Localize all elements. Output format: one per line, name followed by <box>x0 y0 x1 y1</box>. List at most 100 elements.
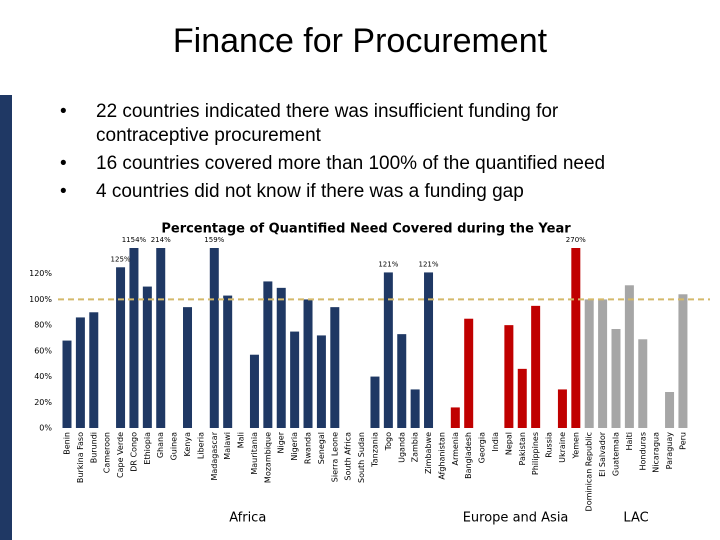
chart-title: Percentage of Quantified Need Covered du… <box>161 222 571 237</box>
y-tick-label: 100% <box>29 295 52 304</box>
x-tick-label: Zimbabwe <box>424 432 433 474</box>
x-tick-label: Ethiopia <box>143 432 152 465</box>
x-tick-label: Nicaragua <box>652 432 661 473</box>
legend-label: Europe and Asia <box>463 511 569 526</box>
x-tick-label: Niger <box>277 431 286 453</box>
x-tick-label: Benin <box>63 432 72 455</box>
bar <box>584 299 594 428</box>
plot-area <box>62 248 688 428</box>
x-tick-label: Philippines <box>531 432 540 475</box>
bar <box>75 317 85 428</box>
x-tick-label: DR Congo <box>129 432 138 472</box>
y-tick-label: 20% <box>34 398 52 407</box>
x-tick-label: Ukraine <box>558 432 567 463</box>
bar <box>571 248 581 428</box>
bar <box>116 267 126 428</box>
bar <box>665 392 675 428</box>
bar <box>156 248 166 428</box>
value-label: 159% <box>204 236 224 244</box>
bar <box>450 407 460 428</box>
bar <box>303 299 313 428</box>
bar <box>223 295 233 428</box>
x-tick-label: Nepal <box>504 432 513 455</box>
x-tick-label: Paraguay <box>665 432 674 470</box>
x-tick-label: Yemen <box>571 432 580 460</box>
bar <box>383 272 393 428</box>
value-label: 121% <box>378 260 398 268</box>
bar <box>370 376 380 428</box>
bar <box>611 329 621 428</box>
x-tick-label: Sierra Leone <box>330 432 339 482</box>
value-label: 270% <box>566 236 586 244</box>
x-tick-label: Dominican Republic <box>585 432 594 511</box>
side-bar <box>0 95 12 540</box>
x-tick-label: Rwanda <box>304 432 313 464</box>
y-tick-label: 80% <box>34 321 52 330</box>
x-tick-label: South Sudan <box>357 432 366 483</box>
bar <box>517 368 527 428</box>
bar <box>263 281 273 428</box>
x-tick-label: Guatemala <box>611 432 620 476</box>
bar <box>183 307 193 428</box>
y-tick-label: 0% <box>39 424 52 433</box>
bar <box>62 340 72 428</box>
bar <box>424 272 434 428</box>
value-label: 214% <box>151 236 171 244</box>
x-tick-label: El Salvador <box>598 431 607 477</box>
bar <box>624 285 634 428</box>
bar <box>598 299 608 428</box>
y-tick-label: 40% <box>34 372 52 381</box>
x-tick-label: India <box>491 432 500 452</box>
value-label: 1154% <box>122 236 147 244</box>
x-tick-label: Nigeria <box>290 432 299 461</box>
x-tick-label: Pakistan <box>518 432 527 466</box>
bar <box>531 305 541 428</box>
bar <box>249 354 259 428</box>
x-tick-label: Togo <box>384 432 393 452</box>
bar <box>638 339 648 428</box>
y-tick-label: 60% <box>34 346 52 355</box>
x-tick-label: Senegal <box>317 432 326 464</box>
bar <box>464 318 474 428</box>
bar <box>316 335 326 428</box>
x-tick-label: Cameroon <box>103 432 112 473</box>
value-label: 125% <box>111 255 131 263</box>
x-tick-label: Georgia <box>478 432 487 463</box>
legend-label: LAC <box>623 511 648 526</box>
x-tick-label: Guinea <box>170 432 179 460</box>
x-tick-label: Ghana <box>156 432 165 458</box>
bar <box>290 331 300 428</box>
x-tick-label: Mali <box>237 432 246 448</box>
x-tick-label: Uganda <box>397 432 406 463</box>
bar <box>276 287 286 428</box>
bar <box>129 248 139 428</box>
legend-label: Africa <box>229 511 266 526</box>
x-tick-label: Zambia <box>411 432 420 462</box>
x-tick-label: Haiti <box>625 432 634 451</box>
x-tick-label: Kenya <box>183 432 192 457</box>
x-tick-label: Burundi <box>89 432 98 463</box>
bar <box>504 325 514 428</box>
bar <box>330 307 340 428</box>
bar <box>678 294 688 428</box>
x-tick-label: Madagascar <box>210 431 219 480</box>
x-tick-label: South Africa <box>344 432 353 481</box>
value-label: 121% <box>419 260 439 268</box>
x-tick-label: Honduras <box>638 432 647 471</box>
bar <box>142 286 152 428</box>
x-tick-label: Mauritania <box>250 432 259 475</box>
x-tick-label: Russia <box>545 432 554 458</box>
x-tick-label: Mozambique <box>263 432 272 483</box>
bar <box>397 334 407 428</box>
bar <box>557 389 567 428</box>
bullet: 22 countries indicated there was insuffi… <box>60 100 620 148</box>
x-tick-label: Malawi <box>223 432 232 460</box>
x-tick-label: Afghanistan <box>437 432 446 480</box>
bar <box>89 312 99 428</box>
x-tick-label: Bangladesh <box>464 432 473 479</box>
bar <box>410 389 420 428</box>
y-tick-label: 120% <box>29 269 52 278</box>
x-tick-label: Liberia <box>196 432 205 459</box>
